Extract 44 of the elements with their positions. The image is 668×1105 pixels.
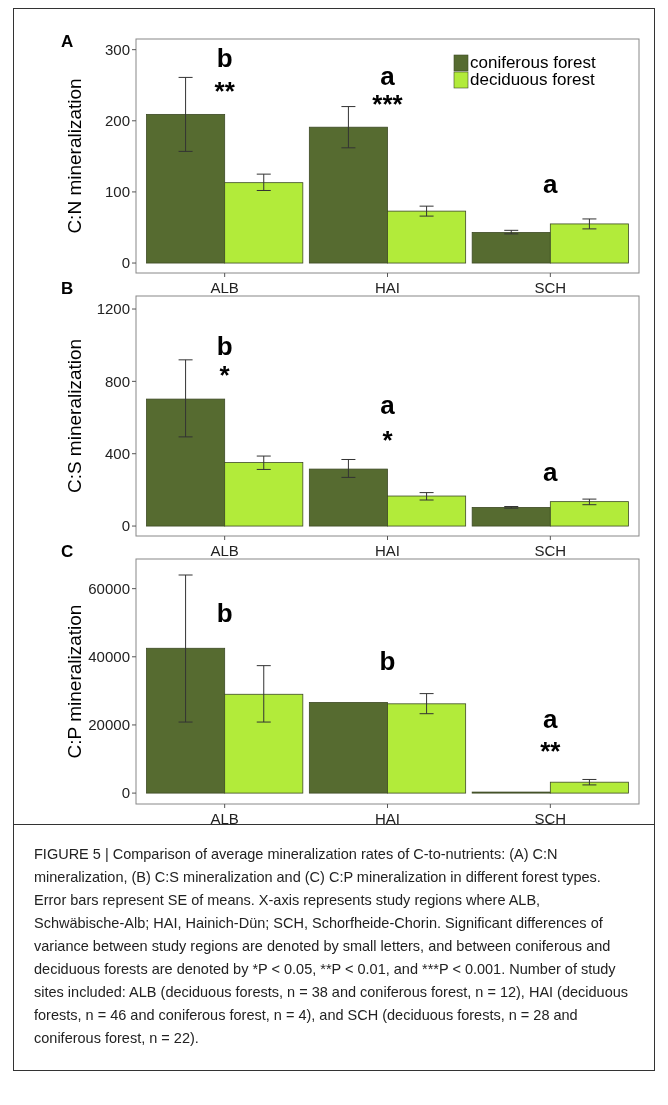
y-tick-label: 0 (121, 784, 130, 802)
y-tick-label: 400 (104, 444, 130, 462)
y-axis-title: C:N mineralization (64, 78, 85, 234)
y-tick-label: 0 (121, 517, 130, 535)
y-tick-label: 800 (104, 372, 130, 390)
annotation: a (543, 169, 559, 200)
y-axis-title: C:P mineralization (64, 604, 85, 759)
annotation: a (380, 61, 396, 92)
y-tick-label: 200 (104, 112, 130, 130)
annotation: a (543, 457, 559, 488)
legend-label: deciduous forest (470, 70, 596, 89)
annotation: a (380, 390, 396, 421)
x-tick-label: ALB (210, 810, 239, 827)
y-tick-label: 300 (104, 40, 130, 58)
y-tick-label: 0 (121, 254, 130, 272)
annotation: *** (372, 89, 404, 120)
annotation: ** (540, 736, 562, 767)
x-tick-label: HAI (374, 542, 401, 559)
annotation: b (379, 646, 396, 677)
annotation: b (216, 43, 233, 74)
x-tick-label: HAI (374, 279, 401, 296)
annotation: a (543, 704, 559, 735)
annotation: * (382, 425, 394, 456)
annotation: b (216, 598, 233, 629)
legend-label: coniferous forest (470, 53, 596, 72)
chart-title: A (61, 32, 74, 51)
y-tick-label: 1200 (96, 300, 130, 318)
y-axis-title: C:S mineralization (64, 338, 85, 494)
x-tick-label: ALB (210, 542, 239, 559)
y-tick-label: 20000 (88, 716, 130, 734)
annotation: ** (214, 76, 236, 107)
x-tick-label: SCH (534, 810, 567, 827)
annotation: b (216, 331, 233, 362)
annotation: * (219, 360, 231, 391)
x-tick-label: ALB (210, 279, 239, 296)
text: FIGURE 5 | Comparison of average mineralization rates of C-to-nutrients: (A) C:N mineralization, (B) C:S mineralization and (C) C:P mineralization in different forest types. Error bars represent SE of means. X-axis represents study regions where ALB, Schwäbische-Alb; HAI, Hainich-Dün; SCH, Schorfheide-Chorin. Significant differences of variance between study regions are denoted by small letters, and between coniferous and deciduous forests are denoted by *P < 0.05, **P < 0.01, and ***P < 0.001. Number of study sites included: ALB (deciduous forests, n = 38 and coniferous forest, n = 12), HAI (deciduous forests, n = 46 and coniferous forest, n = 4), and SCH (deciduous forests, n = 28 and coniferous forest, n = 22). (34, 846, 629, 1046)
chart-title: B (61, 279, 74, 298)
y-tick-label: 100 (104, 183, 130, 201)
x-tick-label: HAI (374, 810, 401, 827)
x-tick-label: SCH (534, 279, 567, 296)
y-tick-label: 60000 (88, 579, 130, 597)
x-tick-label: SCH (534, 542, 567, 559)
y-tick-label: 40000 (88, 648, 130, 666)
chart-title: C (61, 542, 74, 561)
